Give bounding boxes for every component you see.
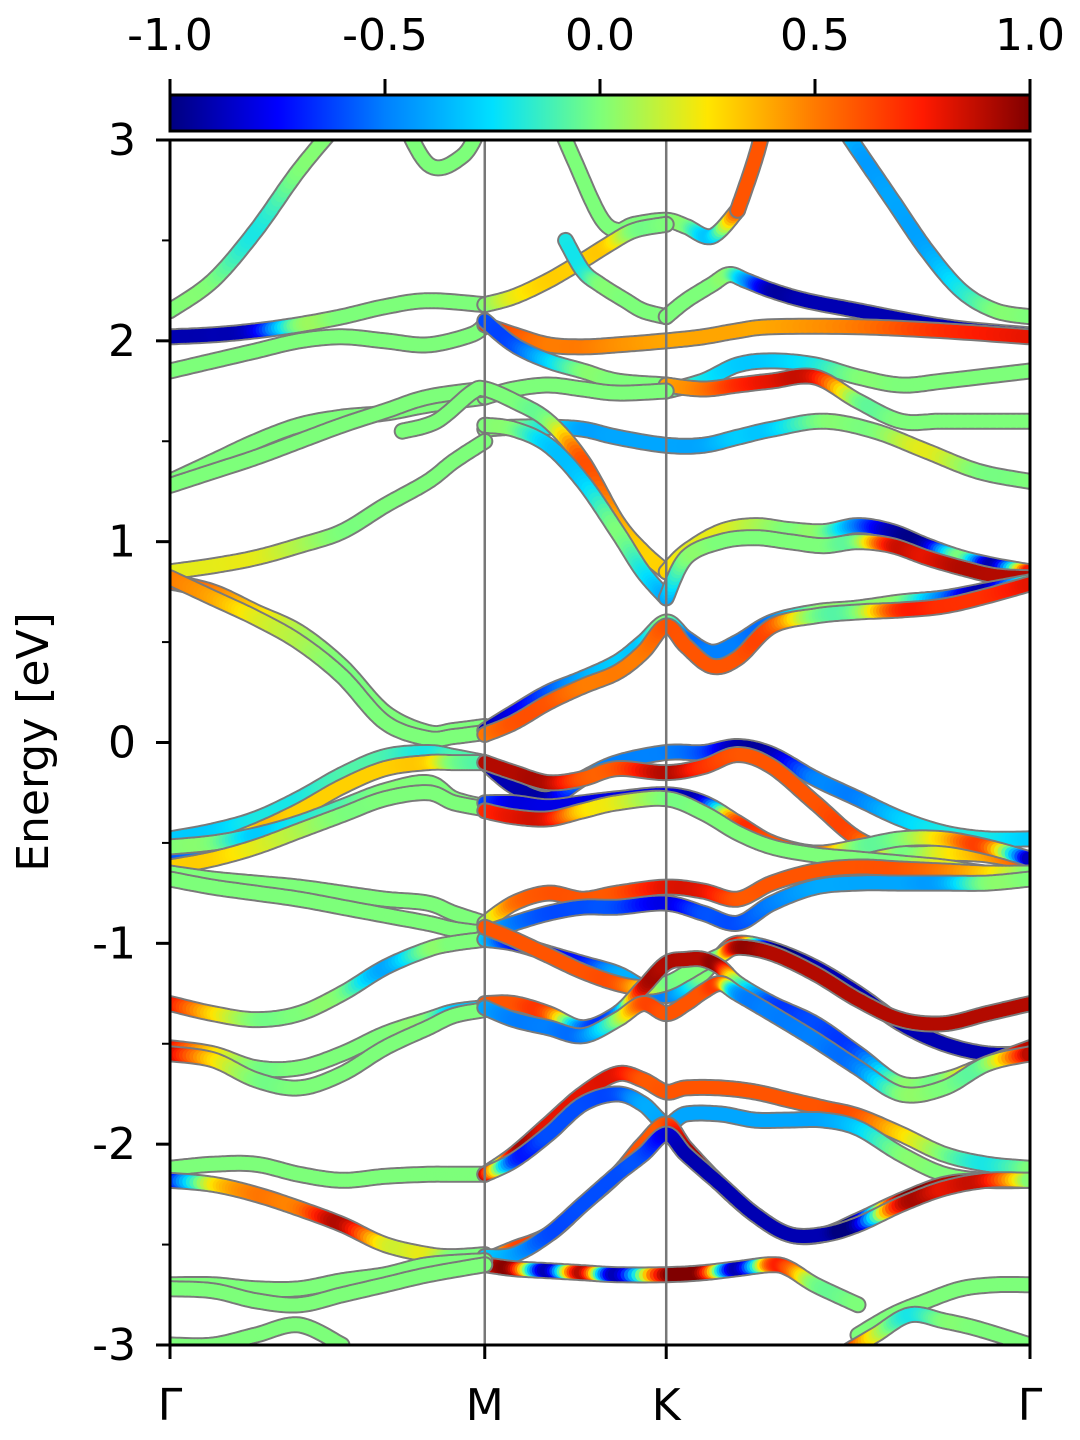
band-segment (804, 77, 807, 80)
band-segment (398, 78, 399, 79)
colorbar-ticks: -1.0 -0.5 0.0 0.5 1.0 (127, 10, 1065, 95)
band-segment (405, 140, 418, 145)
band-3 (729, 61, 789, 219)
band-segment (519, 74, 522, 76)
band-lines (170, 60, 1030, 1345)
band-segment (536, 65, 539, 66)
band-17 (476, 412, 1030, 490)
band-26 (476, 575, 1030, 743)
band-10 (476, 316, 1030, 356)
band-segment (321, 140, 333, 144)
band-16 (170, 380, 494, 494)
band-segment (406, 82, 408, 83)
band-9 (170, 316, 494, 380)
band-segment (503, 90, 505, 93)
band-segment (787, 63, 788, 65)
band-segment (418, 92, 420, 94)
colorbar-tick-label: -0.5 (342, 10, 428, 61)
band-segment (797, 68, 799, 71)
colorbar-gradient (168, 93, 1032, 133)
colorbar: -1.0 -0.5 0.0 0.5 1.0 (127, 10, 1065, 133)
band-segment (777, 82, 778, 85)
band-segment (410, 85, 412, 87)
band-segment (514, 78, 516, 80)
band-0 (170, 76, 420, 320)
band-segment (792, 63, 794, 65)
band-segment (810, 83, 813, 86)
band-segment (397, 77, 398, 78)
band-segment (525, 70, 528, 72)
band-segment (469, 140, 482, 144)
band-segment (512, 80, 514, 82)
band-segment (802, 74, 805, 77)
band-segment (375, 86, 378, 89)
band-segment (783, 70, 784, 73)
band-segment (401, 79, 402, 80)
band-segment (368, 91, 371, 94)
band-segment (527, 69, 530, 71)
colorbar-tick-label: 0.5 (780, 10, 850, 61)
band-segment (788, 61, 789, 63)
band-segment (387, 78, 389, 79)
band-segment (505, 87, 507, 90)
band-segment (507, 85, 509, 88)
band-segment (533, 66, 536, 67)
band-outline (557, 231, 675, 326)
band-segment (541, 62, 543, 63)
band-segment (807, 80, 810, 83)
band-segment (522, 72, 525, 74)
band-segment (791, 61, 793, 63)
colorbar-tick-label: -1.0 (127, 10, 213, 61)
band-segment (547, 60, 548, 61)
band-segment (404, 81, 406, 82)
band-segment (397, 77, 398, 78)
band-segment (545, 60, 547, 61)
band-segment (530, 67, 533, 69)
band-12 (657, 352, 1030, 400)
band-segment (416, 90, 418, 92)
band-segment (380, 81, 383, 83)
band-segment (794, 65, 796, 68)
band-4 (791, 61, 1030, 326)
band-segment (538, 63, 541, 64)
band-segment (799, 71, 802, 74)
band-segment (400, 78, 401, 79)
band-segment (776, 86, 777, 90)
band-segment (389, 77, 391, 78)
band-segment (378, 83, 381, 85)
band-segment (784, 68, 785, 71)
band-segment (786, 65, 787, 67)
band-segment (516, 76, 519, 78)
band-segment (779, 79, 781, 82)
band-21 (657, 529, 1030, 607)
colorbar-tick-label: 1.0 (995, 10, 1065, 61)
band-segment (412, 86, 414, 88)
band-segment (782, 73, 783, 76)
band-segment (402, 80, 404, 81)
band-segment (372, 88, 375, 91)
band-13 (657, 367, 1030, 432)
band-7 (557, 231, 675, 326)
band-segment (780, 76, 781, 79)
band-segment (543, 61, 545, 62)
band-19 (476, 416, 675, 607)
colorbar-tick-label: 0.0 (565, 10, 635, 61)
band-segment (754, 140, 768, 145)
band-24 (170, 569, 494, 748)
band-segment (510, 82, 512, 85)
band-segment (390, 76, 391, 77)
band-segment (775, 89, 776, 93)
band-segment (408, 83, 410, 85)
band-segment (414, 88, 416, 90)
